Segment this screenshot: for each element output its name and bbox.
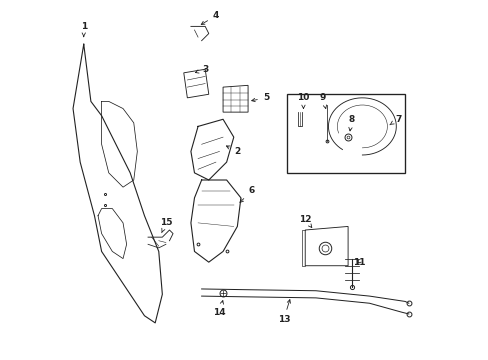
Text: 15: 15 [160,219,172,233]
Text: 1: 1 [81,22,87,37]
Text: 10: 10 [297,93,309,108]
Text: 9: 9 [319,93,326,109]
Text: 5: 5 [251,93,268,102]
Text: 14: 14 [213,301,225,317]
Text: 12: 12 [298,215,311,228]
Text: 11: 11 [352,258,365,267]
Text: 4: 4 [201,11,219,24]
Text: 6: 6 [240,186,254,202]
Bar [287,94,405,173]
Text: 8: 8 [348,115,354,131]
Text: 7: 7 [389,115,401,125]
Text: 13: 13 [277,300,290,324]
Text: 3: 3 [195,65,208,74]
Text: 2: 2 [226,146,240,156]
